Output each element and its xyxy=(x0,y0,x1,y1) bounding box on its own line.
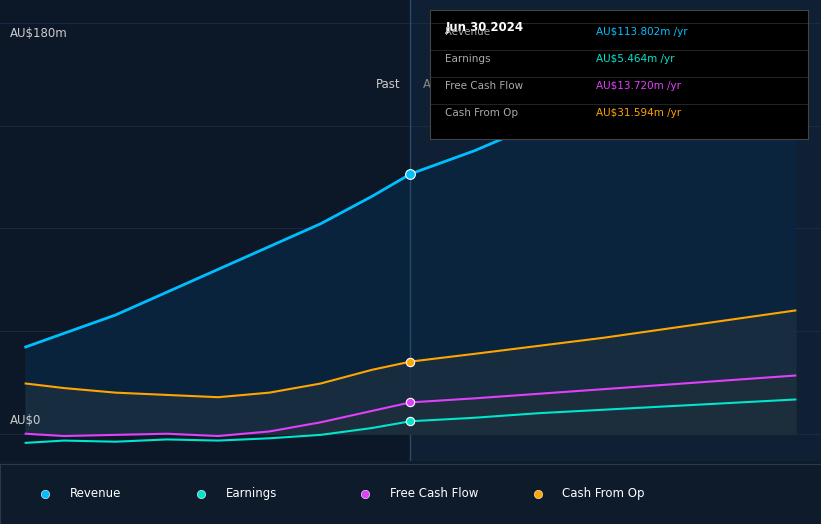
Text: AU$180m: AU$180m xyxy=(10,27,68,40)
Text: Jun 30 2024: Jun 30 2024 xyxy=(445,21,524,34)
Text: Cash From Op: Cash From Op xyxy=(445,108,518,118)
Text: Free Cash Flow: Free Cash Flow xyxy=(390,487,479,500)
Text: Revenue: Revenue xyxy=(70,487,122,500)
Text: Analysts Forecasts: Analysts Forecasts xyxy=(424,78,533,91)
Text: AU$0: AU$0 xyxy=(10,414,42,427)
Text: Free Cash Flow: Free Cash Flow xyxy=(445,81,524,91)
Text: Earnings: Earnings xyxy=(226,487,277,500)
Text: AU$113.802m /yr: AU$113.802m /yr xyxy=(596,27,688,37)
Text: Revenue: Revenue xyxy=(445,27,490,37)
Text: Earnings: Earnings xyxy=(445,54,491,64)
Text: AU$31.594m /yr: AU$31.594m /yr xyxy=(596,108,681,118)
Text: AU$13.720m /yr: AU$13.720m /yr xyxy=(596,81,681,91)
Bar xyxy=(410,0,821,461)
Text: Past: Past xyxy=(376,78,400,91)
Text: Cash From Op: Cash From Op xyxy=(562,487,644,500)
Bar xyxy=(0,0,410,461)
Text: AU$5.464m /yr: AU$5.464m /yr xyxy=(596,54,675,64)
